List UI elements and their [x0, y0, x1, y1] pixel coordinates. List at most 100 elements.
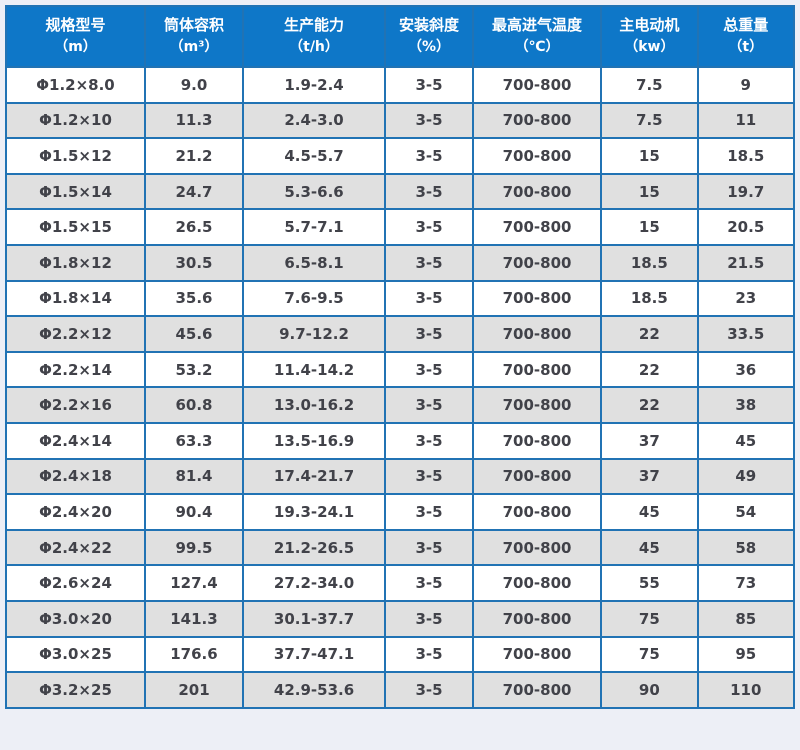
table-cell: 37 [600, 457, 699, 496]
table-row: Φ2.4×20 90.4 19.3-24.1 3-5 700-800 45 54 [5, 493, 796, 531]
table-cell: 2.4-3.0 [241, 101, 387, 140]
table-cell: 3-5 [384, 315, 474, 353]
table-cell: 23 [696, 279, 796, 318]
table-cell: 55 [600, 564, 699, 602]
table-cell: 26.5 [144, 208, 244, 246]
table-cell: 3-5 [384, 528, 474, 567]
table-cell: 30.5 [144, 243, 244, 282]
table-row: Φ2.4×14 63.3 13.5-16.9 3-5 700-800 37 45 [5, 421, 796, 460]
table-cell: 700-800 [471, 66, 603, 104]
table-cell: 19.7 [696, 172, 796, 211]
table-cell: 15 [600, 208, 699, 246]
table-cell: 3-5 [384, 457, 474, 496]
table-cell: 85 [696, 599, 796, 638]
table-cell: 7.6-9.5 [241, 279, 387, 318]
table-cell: 15 [600, 137, 699, 175]
table-cell: 3-5 [384, 386, 474, 424]
table-cell: 700-800 [471, 528, 603, 567]
table-cell: 17.4-21.7 [241, 457, 387, 496]
table-cell: 45 [600, 493, 699, 531]
table-cell: 58 [696, 528, 796, 567]
table-row: Φ2.2×12 45.6 9.7-12.2 3-5 700-800 22 33.5 [5, 315, 796, 353]
table-cell: 700-800 [471, 421, 603, 460]
table-cell: 7.5 [600, 66, 699, 104]
table-cell: 38 [696, 386, 796, 424]
model-cell: Φ2.2×16 [5, 386, 146, 424]
table-cell: 19.3-24.1 [241, 493, 387, 531]
table-row: Φ2.6×24 127.4 27.2-34.0 3-5 700-800 55 73 [5, 564, 796, 602]
table-cell: 7.5 [600, 101, 699, 140]
table-cell: 27.2-34.0 [241, 564, 387, 602]
column-header-unit: （m³） [169, 39, 219, 56]
table-cell: 81.4 [144, 457, 244, 496]
table-row: Φ1.2×8.0 9.0 1.9-2.4 3-5 700-800 7.5 9 [5, 66, 796, 104]
table-cell: 700-800 [471, 564, 603, 602]
table-row: Φ1.5×14 24.7 5.3-6.6 3-5 700-800 15 19.7 [5, 172, 796, 211]
table-cell: 37 [600, 421, 699, 460]
table-cell: 9.0 [144, 66, 244, 104]
table-cell: 3-5 [384, 564, 474, 602]
column-header-unit: （℃） [514, 39, 560, 56]
model-cell: Φ1.5×14 [5, 172, 146, 211]
table-cell: 95 [696, 635, 796, 674]
table-cell: 35.6 [144, 279, 244, 318]
table-cell: 22 [600, 350, 699, 389]
table-cell: 5.3-6.6 [241, 172, 387, 211]
column-header: 最高进气温度 （℃） [471, 5, 603, 68]
model-cell: Φ1.5×12 [5, 137, 146, 175]
table-cell: 700-800 [471, 457, 603, 496]
column-header: 主电动机 （kw） [600, 5, 699, 68]
table-cell: 18.5 [600, 279, 699, 318]
model-cell: Φ2.4×22 [5, 528, 146, 567]
table-cell: 700-800 [471, 671, 603, 709]
spec-table: 规格型号 （m） 筒体容积 （m³） 生产能力 （t/h） 安装斜度 （%） 最高进气温度 （℃）… [5, 5, 796, 709]
table-cell: 700-800 [471, 279, 603, 318]
header-row: 规格型号 （m） 筒体容积 （m³） 生产能力 （t/h） 安装斜度 （%） 最高进气温度 （℃）… [5, 5, 796, 68]
table-cell: 30.1-37.7 [241, 599, 387, 638]
table-cell: 13.5-16.9 [241, 421, 387, 460]
table-cell: 90 [600, 671, 699, 709]
table-cell: 11.4-14.2 [241, 350, 387, 389]
table-cell: 3-5 [384, 635, 474, 674]
table-cell: 49 [696, 457, 796, 496]
column-header: 生产能力 （t/h） [241, 5, 387, 68]
table-cell: 53.2 [144, 350, 244, 389]
table-cell: 700-800 [471, 208, 603, 246]
model-cell: Φ2.2×14 [5, 350, 146, 389]
table-cell: 700-800 [471, 350, 603, 389]
table-cell: 99.5 [144, 528, 244, 567]
table-cell: 3-5 [384, 137, 474, 175]
table-cell: 11 [696, 101, 796, 140]
table-row: Φ3.0×25 176.6 37.7-47.1 3-5 700-800 75 95 [5, 635, 796, 674]
table-cell: 54 [696, 493, 796, 531]
model-cell: Φ3.0×20 [5, 599, 146, 638]
column-header-label: 生产能力 [284, 16, 345, 35]
table-cell: 33.5 [696, 315, 796, 353]
table-cell: 201 [144, 671, 244, 709]
model-cell: Φ1.8×14 [5, 279, 146, 318]
column-header: 安装斜度 （%） [384, 5, 474, 68]
table-header: 规格型号 （m） 筒体容积 （m³） 生产能力 （t/h） 安装斜度 （%） 最高进气温度 （℃）… [5, 5, 796, 68]
table-cell: 3-5 [384, 101, 474, 140]
table-cell: 60.8 [144, 386, 244, 424]
table-cell: 3-5 [384, 421, 474, 460]
column-header: 筒体容积 （m³） [144, 5, 244, 68]
model-cell: Φ1.5×15 [5, 208, 146, 246]
table-cell: 110 [696, 671, 796, 709]
table-cell: 75 [600, 599, 699, 638]
table-row: Φ3.0×20 141.3 30.1-37.7 3-5 700-800 75 85 [5, 599, 796, 638]
column-header-unit: （kw） [624, 39, 675, 56]
table-row: Φ1.8×12 30.5 6.5-8.1 3-5 700-800 18.5 21.5 [5, 243, 796, 282]
table-cell: 700-800 [471, 101, 603, 140]
table-cell: 3-5 [384, 350, 474, 389]
model-cell: Φ1.2×10 [5, 101, 146, 140]
table-cell: 5.7-7.1 [241, 208, 387, 246]
table-cell: 36 [696, 350, 796, 389]
table-cell: 42.9-53.6 [241, 671, 387, 709]
table-row: Φ2.4×22 99.5 21.2-26.5 3-5 700-800 45 58 [5, 528, 796, 567]
table-cell: 63.3 [144, 421, 244, 460]
table-cell: 700-800 [471, 493, 603, 531]
column-header-label: 安装斜度 [399, 16, 460, 35]
column-header-unit: （t） [728, 39, 764, 56]
table-row: Φ1.5×12 21.2 4.5-5.7 3-5 700-800 15 18.5 [5, 137, 796, 175]
